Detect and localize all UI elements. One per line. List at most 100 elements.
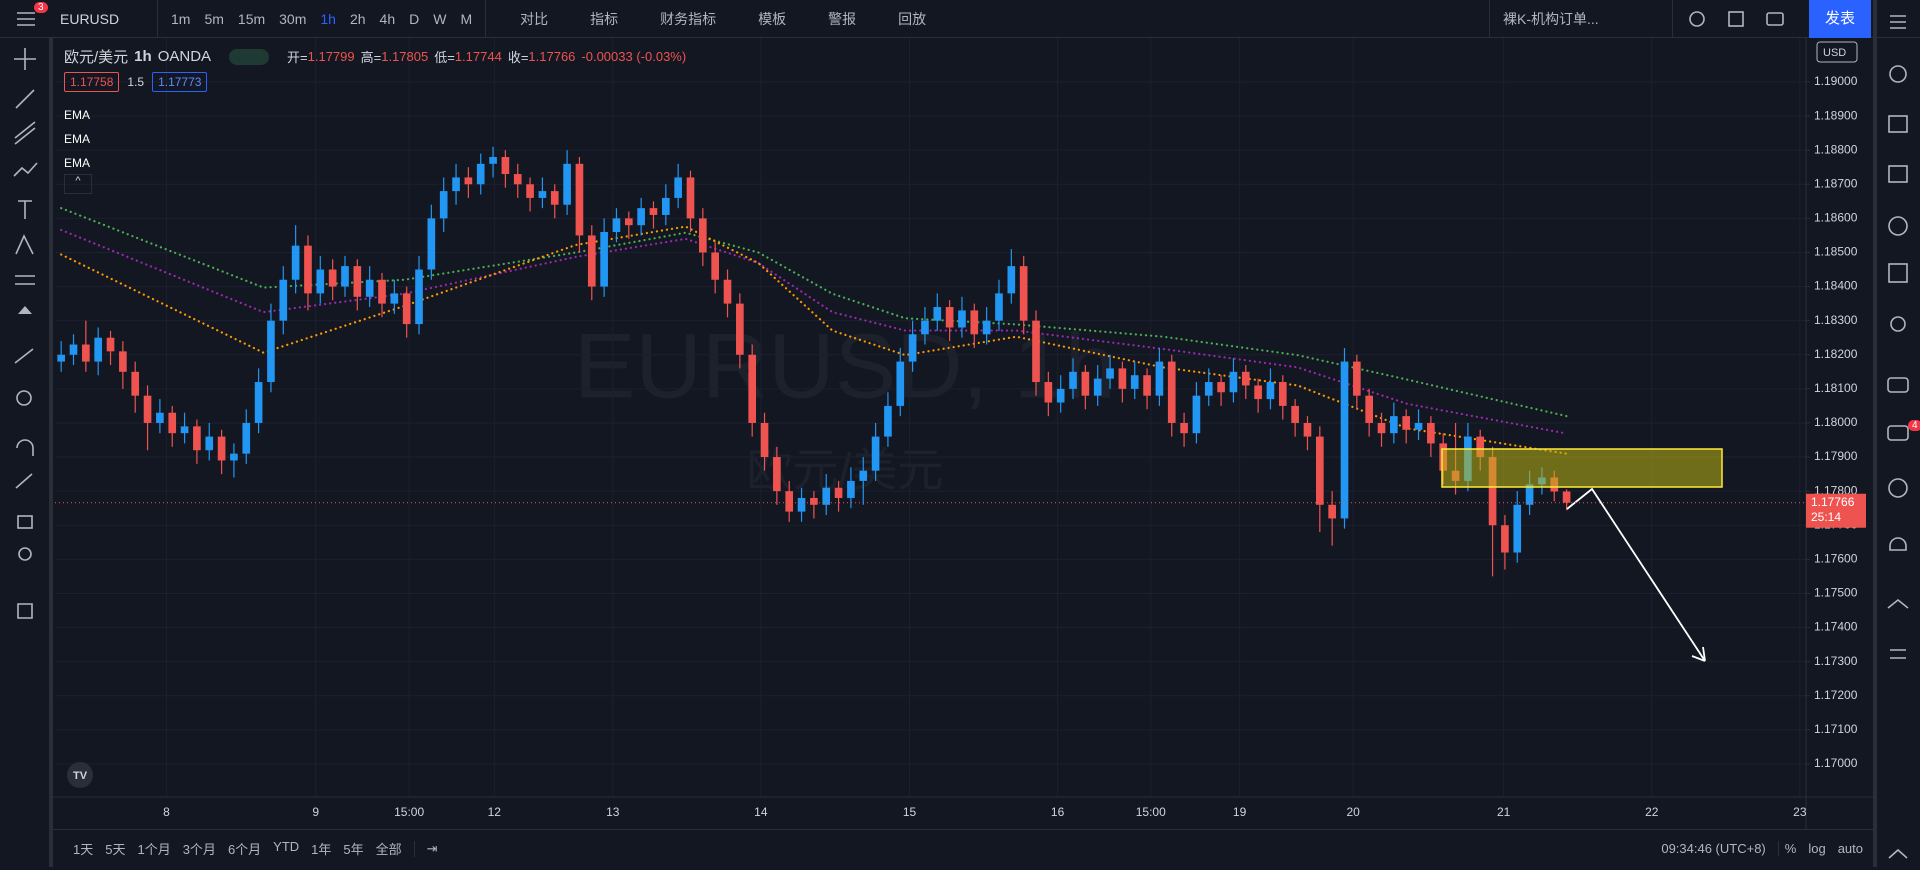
candle-body bbox=[896, 361, 905, 406]
candle-body bbox=[1032, 320, 1040, 383]
candle-body bbox=[1143, 375, 1151, 396]
candle-body bbox=[69, 344, 78, 355]
candle-body bbox=[156, 412, 164, 423]
candle-body bbox=[612, 218, 621, 233]
publish-button[interactable]: 发表 bbox=[1809, 0, 1871, 38]
candle-body bbox=[82, 344, 90, 362]
candle-body bbox=[193, 426, 201, 451]
candle-body bbox=[1513, 504, 1522, 553]
range-button[interactable]: 1个月 bbox=[137, 842, 171, 857]
interval-button[interactable]: 5m bbox=[204, 10, 224, 27]
candle-body bbox=[476, 163, 485, 185]
candle-body bbox=[205, 436, 214, 451]
interval-button[interactable]: M bbox=[460, 10, 473, 27]
y-tick-label: 1.17300 bbox=[1814, 654, 1858, 668]
ema-legend-row[interactable]: EMA bbox=[64, 103, 90, 127]
zone-rectangle[interactable] bbox=[1441, 448, 1723, 488]
bid[interactable]: 1.17758 bbox=[64, 72, 120, 92]
candle-body bbox=[1476, 436, 1485, 458]
ranges: 1天 5天 1个月 3个月 6个月 YTD 1年 5年 全部 bbox=[53, 839, 408, 858]
ema-legend-row[interactable]: EMA bbox=[64, 151, 90, 175]
candle-body bbox=[168, 412, 177, 434]
range-button[interactable]: 5天 bbox=[105, 842, 126, 857]
grid bbox=[55, 38, 1806, 797]
separator bbox=[157, 0, 158, 38]
candle-body bbox=[1019, 266, 1028, 321]
candle-body bbox=[1180, 422, 1188, 434]
interval-button[interactable]: 2h bbox=[349, 10, 366, 27]
candle-body bbox=[538, 191, 547, 198]
range-button[interactable]: 6个月 bbox=[227, 842, 262, 857]
interval-button[interactable]: 30m bbox=[279, 10, 307, 27]
separator bbox=[485, 0, 487, 38]
logo-mark: TV bbox=[73, 770, 88, 782]
ema-name: EMA bbox=[64, 132, 91, 146]
interval-button[interactable]: 15m bbox=[237, 10, 266, 27]
ema-name: EMA bbox=[64, 108, 91, 122]
interval-button[interactable]: 1h bbox=[320, 10, 336, 27]
interval-button[interactable]: 4h bbox=[379, 10, 396, 27]
tool-button[interactable]: 财务指标 bbox=[660, 10, 717, 27]
candle-body bbox=[106, 337, 115, 352]
candle-body bbox=[279, 279, 288, 321]
layout-name[interactable]: 裸K-机构订单... bbox=[1503, 10, 1599, 27]
range-button[interactable]: 5年 bbox=[343, 842, 364, 857]
clock: 09:34:46 (UTC+8) bbox=[1655, 841, 1779, 856]
range-button[interactable]: 全部 bbox=[375, 842, 402, 857]
tool-button[interactable]: 指标 bbox=[590, 10, 619, 27]
tool-button[interactable]: 回放 bbox=[898, 10, 927, 27]
bottom-bar: 1天 5天 1个月 3个月 6个月 YTD 1年 5年 全部 ⇥ 09:34:46 (UTC+8… bbox=[53, 829, 1873, 867]
goto-button[interactable]: ⇥ bbox=[413, 840, 444, 857]
y-tick-label: 1.18400 bbox=[1814, 279, 1858, 293]
interval-button[interactable]: 1m bbox=[171, 10, 191, 27]
interval: 1h bbox=[134, 48, 152, 65]
ema-legend-row[interactable]: EMA bbox=[64, 127, 90, 151]
ema-line bbox=[60, 207, 1568, 418]
candle-body bbox=[513, 174, 522, 185]
ask[interactable]: 1.17773 bbox=[152, 72, 208, 92]
candle-body bbox=[1266, 382, 1275, 400]
candle-body bbox=[501, 156, 510, 175]
candle-body bbox=[1106, 368, 1114, 379]
open-label: 开= bbox=[287, 50, 308, 65]
auto-toggle[interactable]: auto bbox=[1837, 841, 1863, 856]
candle-body bbox=[637, 208, 645, 226]
menu-button[interactable]: 3 bbox=[0, 0, 53, 38]
arrow-drawing[interactable] bbox=[1566, 487, 1706, 662]
candle-body bbox=[304, 245, 312, 294]
status-pill[interactable] bbox=[229, 48, 270, 65]
range-button[interactable]: 1天 bbox=[73, 842, 94, 857]
logo[interactable] bbox=[67, 762, 93, 788]
candle-body bbox=[353, 266, 362, 297]
currency-box[interactable] bbox=[1816, 41, 1858, 63]
candle-body bbox=[1390, 416, 1398, 434]
candle-body bbox=[1488, 457, 1497, 526]
symbol[interactable]: EURUSD bbox=[60, 10, 120, 27]
x-tick-label: 8 bbox=[163, 805, 170, 819]
tool-button[interactable]: 警报 bbox=[828, 10, 857, 27]
y-tick-label: 1.17900 bbox=[1814, 449, 1858, 463]
tool-button[interactable]: 对比 bbox=[520, 10, 549, 27]
candle-body bbox=[242, 422, 251, 454]
candle-body bbox=[933, 307, 942, 321]
collapse-button[interactable]: ^ bbox=[64, 174, 92, 194]
candle-body bbox=[1044, 382, 1053, 403]
candle-body bbox=[452, 177, 460, 192]
tool-button[interactable]: 模板 bbox=[758, 10, 787, 27]
percent-toggle[interactable]: % bbox=[1784, 841, 1797, 856]
x-tick-label: 9 bbox=[312, 805, 319, 819]
range-button[interactable]: 3个月 bbox=[182, 842, 216, 857]
currency: USD bbox=[1823, 47, 1846, 59]
interval-button[interactable]: D bbox=[409, 10, 420, 27]
range-button[interactable]: 1年 bbox=[311, 842, 332, 857]
log-toggle[interactable]: log bbox=[1808, 841, 1826, 856]
separator bbox=[1489, 0, 1490, 38]
candle-body bbox=[415, 269, 423, 325]
range-button[interactable]: YTD bbox=[273, 839, 300, 854]
candle-body bbox=[970, 310, 979, 335]
y-tick-label: 1.18200 bbox=[1814, 347, 1858, 361]
bid-ask: 1.17758 1.5 1.17773 bbox=[64, 72, 208, 92]
badge: 3 bbox=[34, 1, 48, 13]
interval-button[interactable]: W bbox=[433, 10, 447, 27]
